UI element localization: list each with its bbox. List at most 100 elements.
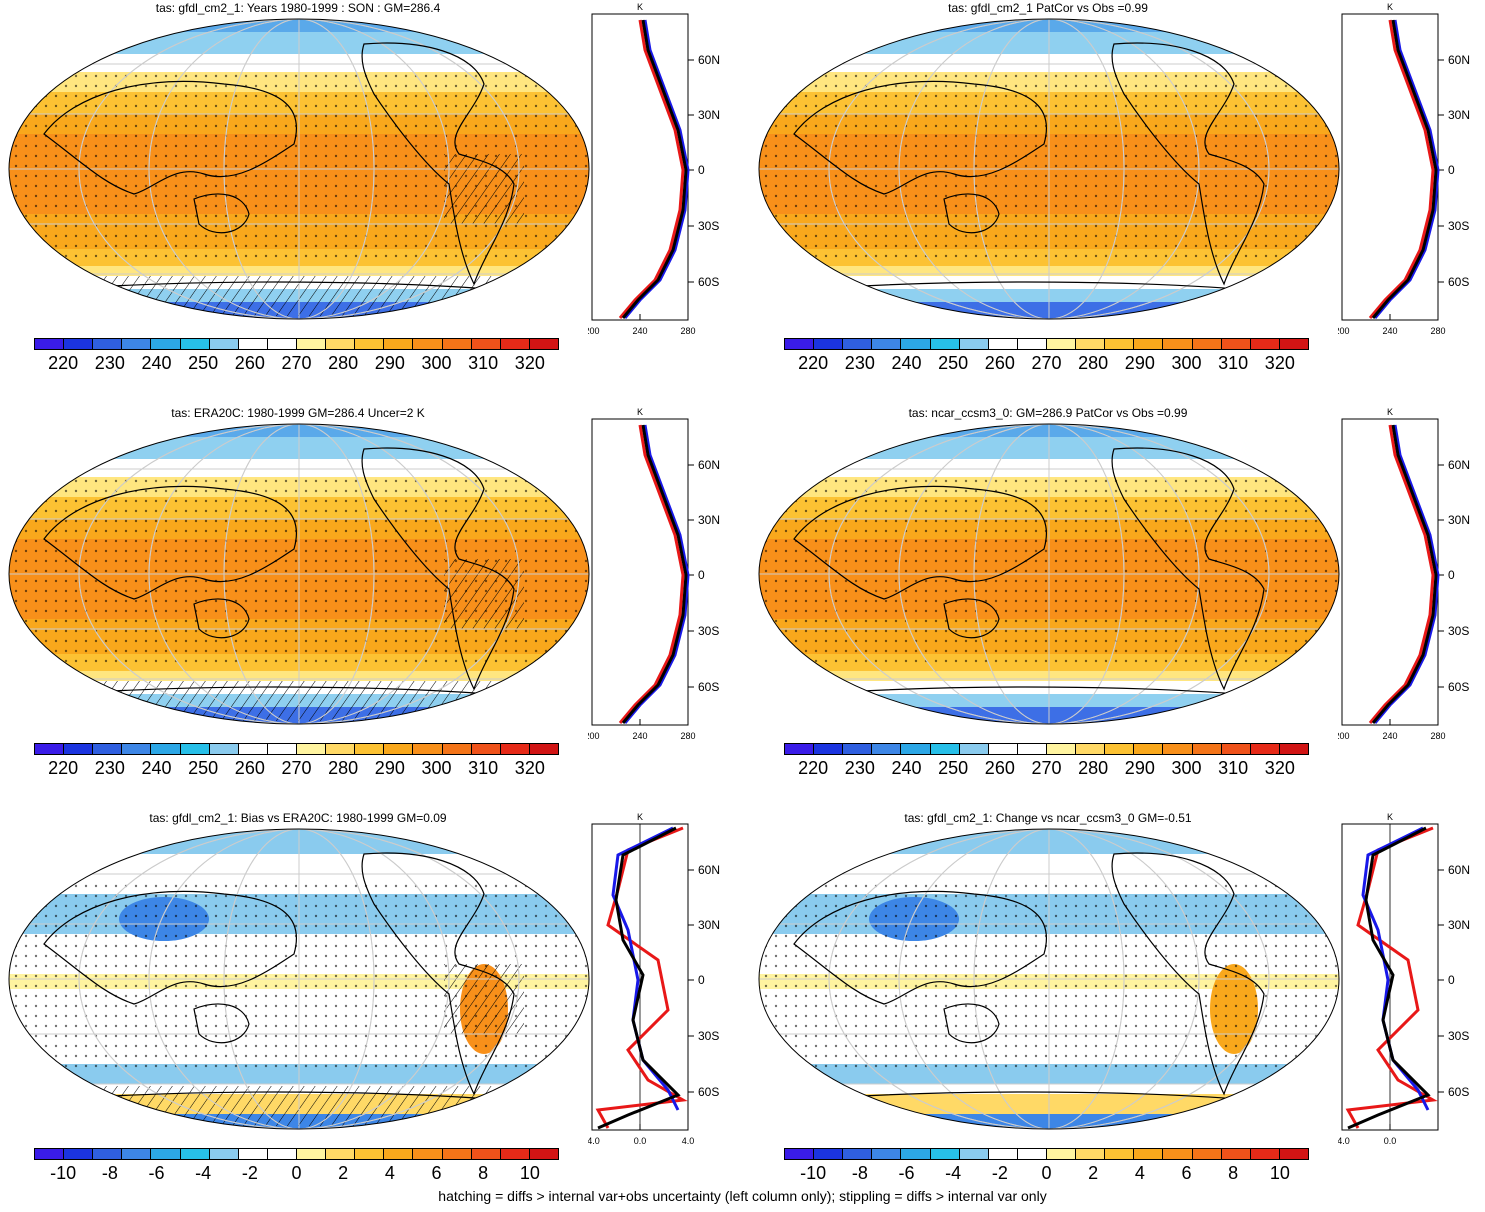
colorbar-cell xyxy=(209,339,239,349)
lat-tick-label: 60N xyxy=(698,863,720,877)
colorbar-cell xyxy=(180,1149,210,1159)
colorbar-label: 240 xyxy=(891,353,922,373)
colorbar-cell xyxy=(785,744,815,754)
colorbar-cell xyxy=(529,1149,558,1159)
colorbar-label: 230 xyxy=(94,353,125,373)
colorbar-label: 300 xyxy=(421,353,452,373)
colorbar-label: 260 xyxy=(984,353,1015,373)
lat-tick-label: 30S xyxy=(1448,219,1469,233)
colorbar-cell xyxy=(471,1149,501,1159)
zonal-line-blue xyxy=(623,424,690,724)
world-map xyxy=(758,18,1340,320)
zonal-line-red xyxy=(595,826,688,1129)
colorbar-label: 310 xyxy=(468,353,499,373)
colorbar-cell xyxy=(529,744,558,754)
colorbar-cell xyxy=(93,1149,123,1159)
colorbar-label: 250 xyxy=(938,758,969,778)
colorbar-cell xyxy=(93,744,123,754)
world-map xyxy=(8,828,590,1130)
colorbar-label: -4 xyxy=(195,1163,212,1183)
colorbar-cell xyxy=(151,1149,181,1159)
zonal-x-tick-label: -4.0 xyxy=(588,1136,600,1146)
colorbar-cell xyxy=(267,1149,297,1159)
colorbar-cell xyxy=(384,339,414,349)
colorbar-label: -4 xyxy=(945,1163,962,1183)
colorbar-cell xyxy=(500,744,530,754)
colorbar-cell xyxy=(930,339,960,349)
colorbar-cell xyxy=(1046,339,1077,349)
colorbar-cell xyxy=(1192,339,1222,349)
colorbar-label: 220 xyxy=(48,353,79,373)
colorbar-label: -2 xyxy=(991,1163,1008,1183)
colorbar-cell xyxy=(901,744,931,754)
colorbar-cell xyxy=(355,339,385,349)
colorbar xyxy=(34,338,559,350)
colorbar-label: 240 xyxy=(891,758,922,778)
colorbar-cell xyxy=(93,339,123,349)
colorbar-cell xyxy=(1046,744,1077,754)
zonal-unit-label: K xyxy=(1387,812,1393,822)
colorbar-cell xyxy=(1163,744,1193,754)
colorbar-cell xyxy=(64,744,94,754)
colorbar-label: -10 xyxy=(800,1163,827,1183)
colorbar-cell xyxy=(785,1149,815,1159)
colorbar-label: 220 xyxy=(798,758,829,778)
colorbar-label: 280 xyxy=(1078,758,1109,778)
zonal-line-red xyxy=(1368,19,1435,319)
colorbar-cell xyxy=(872,744,902,754)
colorbar-label: 290 xyxy=(1124,353,1155,373)
panel-p1: tas: gfdl_cm2_1: Years 1980-1999 : SON :… xyxy=(0,0,740,400)
colorbar-label: 300 xyxy=(421,758,452,778)
colorbar-cell xyxy=(1017,339,1047,349)
lat-tick-label: 60S xyxy=(1448,1085,1469,1099)
lat-tick-label: 60S xyxy=(698,680,719,694)
colorbar-label: 310 xyxy=(1218,353,1249,373)
colorbar-cell xyxy=(901,339,931,349)
lat-tick-label: 60N xyxy=(1448,863,1470,877)
lat-tick-label: 60N xyxy=(698,53,720,67)
colorbar-cell xyxy=(1250,1149,1280,1159)
colorbar-cell xyxy=(35,744,65,754)
colorbar-label: 6 xyxy=(1181,1163,1192,1183)
zonal-x-tick-label: 200 xyxy=(588,731,600,741)
zonal-unit-label: K xyxy=(1387,407,1393,417)
lat-tick-label: 60S xyxy=(1448,275,1469,289)
colorbar-cell xyxy=(1017,1149,1047,1159)
panel-p5: tas: gfdl_cm2_1: Bias vs ERA20C: 1980-19… xyxy=(0,810,740,1210)
zonal-line-black xyxy=(621,424,688,724)
colorbar-label: 2 xyxy=(1088,1163,1099,1183)
zonal-line-red xyxy=(618,424,685,724)
zonal-x-tick-label: 0.0 xyxy=(634,1136,647,1146)
zonal-x-tick-label: 280 xyxy=(1430,731,1445,741)
map-title: tas: gfdl_cm2_1: Change vs ncar_ccsm3_0 … xyxy=(904,811,1192,825)
colorbar-cell xyxy=(1192,744,1222,754)
colorbar-cell xyxy=(1221,339,1251,349)
lat-tick-label: 30S xyxy=(1448,1029,1469,1043)
colorbar-cell xyxy=(1076,339,1106,349)
colorbar-cell xyxy=(238,339,268,349)
zonal-mean-plot: K 60N 30N 0 30S 60S 200 240 280 xyxy=(588,407,720,741)
colorbar-label: 4 xyxy=(1134,1163,1145,1183)
zonal-x-tick-label: 200 xyxy=(588,326,600,336)
colorbar-cell xyxy=(413,1149,443,1159)
colorbar-label: 230 xyxy=(844,353,875,373)
colorbar-label: 270 xyxy=(1031,758,1062,778)
colorbar xyxy=(34,1148,559,1160)
colorbar-label: 300 xyxy=(1171,353,1202,373)
colorbar-label: 270 xyxy=(1031,353,1062,373)
zonal-line-black xyxy=(597,826,681,1130)
colorbar-cell xyxy=(814,1149,844,1159)
lat-tick-label: 0 xyxy=(698,973,705,987)
colorbar-label: 320 xyxy=(514,758,545,778)
colorbar-cell xyxy=(35,339,65,349)
zonal-x-tick-label: 280 xyxy=(680,731,695,741)
zonal-x-tick-label: -4.0 xyxy=(1338,1136,1350,1146)
zonal-line-red xyxy=(1368,424,1435,724)
zonal-mean-plot: K 60N 30N 0 30S 60S -4.0 0.0 4.0 xyxy=(588,812,720,1146)
colorbar-cell xyxy=(959,744,989,754)
lat-tick-label: 60N xyxy=(1448,458,1470,472)
colorbar-cell xyxy=(872,1149,902,1159)
map-title: tas: gfdl_cm2_1: Years 1980-1999 : SON :… xyxy=(155,1,441,15)
colorbar-label: 320 xyxy=(1264,758,1295,778)
colorbar-cell xyxy=(1134,744,1164,754)
